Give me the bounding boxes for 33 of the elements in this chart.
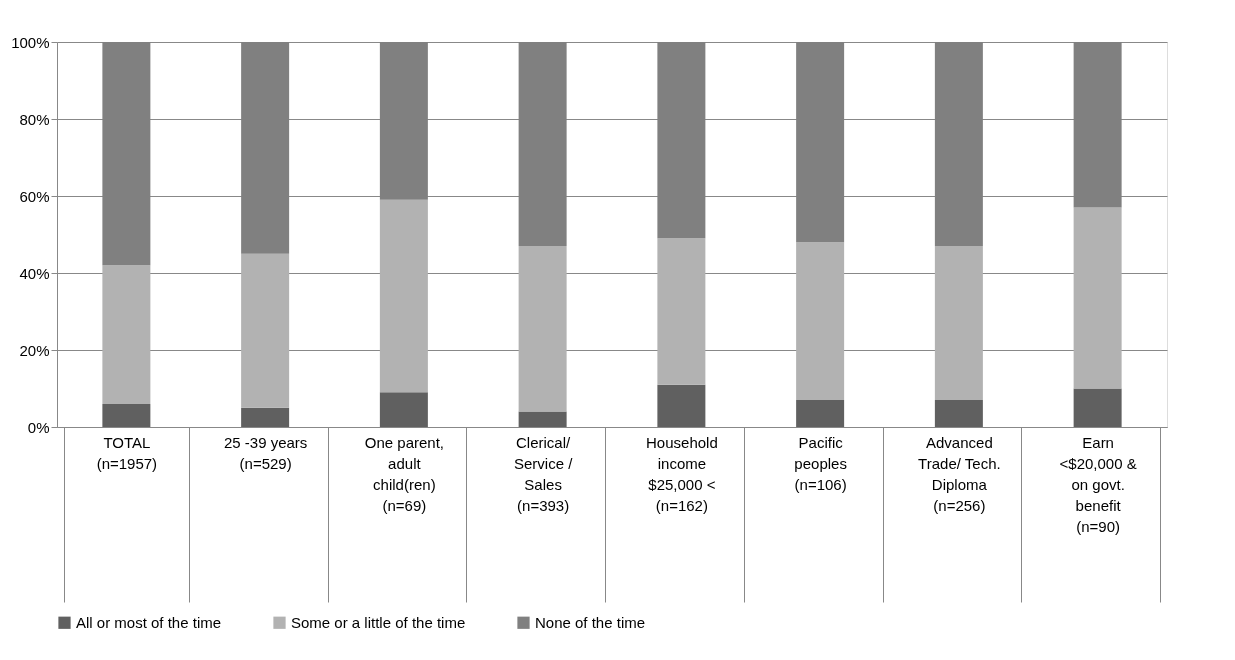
bar [1073,207,1122,389]
x-tick-label: Household income $25,000 < (n=162) [646,433,718,514]
bar [796,242,845,401]
bar [518,246,567,412]
bar [518,411,567,427]
x-tick-label: One parent, adult child(ren) (n=69) [364,433,444,514]
bar [1073,388,1122,427]
y-tick-label: 60% [19,187,50,205]
bar [241,253,290,408]
x-tick-label: TOTAL (n=1957) [96,433,158,472]
legend-label: None of the time [535,613,646,631]
x-tick-label: Earn <$20,000 & on govt. benefit (n=90) [1059,433,1137,535]
y-tick-label: 0% [27,418,50,436]
bar [379,392,428,427]
x-tick-label: Pacific peoples (n=106) [794,433,847,493]
bar [102,265,151,404]
bar [657,238,706,385]
bar [796,400,845,427]
legend-label: All or most of the time [76,613,222,631]
x-tick-label: 25 -39 years (n=529) [223,433,308,472]
bar [241,407,290,427]
legend-label: Some or a little of the time [291,613,466,631]
bar [934,246,983,401]
y-tick-label: 100% [11,33,50,51]
bar [934,400,983,427]
x-tick-label: Clerical/ Service / Sales (n=393) [513,433,574,514]
bar [657,384,706,427]
x-tick-label: Advanced Trade/ Tech. Diploma (n=256) [918,433,1001,514]
bar [102,403,151,427]
y-tick-label: 20% [19,341,50,359]
bar [379,199,428,393]
y-tick-label: 40% [19,264,50,282]
y-tick-label: 80% [19,110,50,128]
